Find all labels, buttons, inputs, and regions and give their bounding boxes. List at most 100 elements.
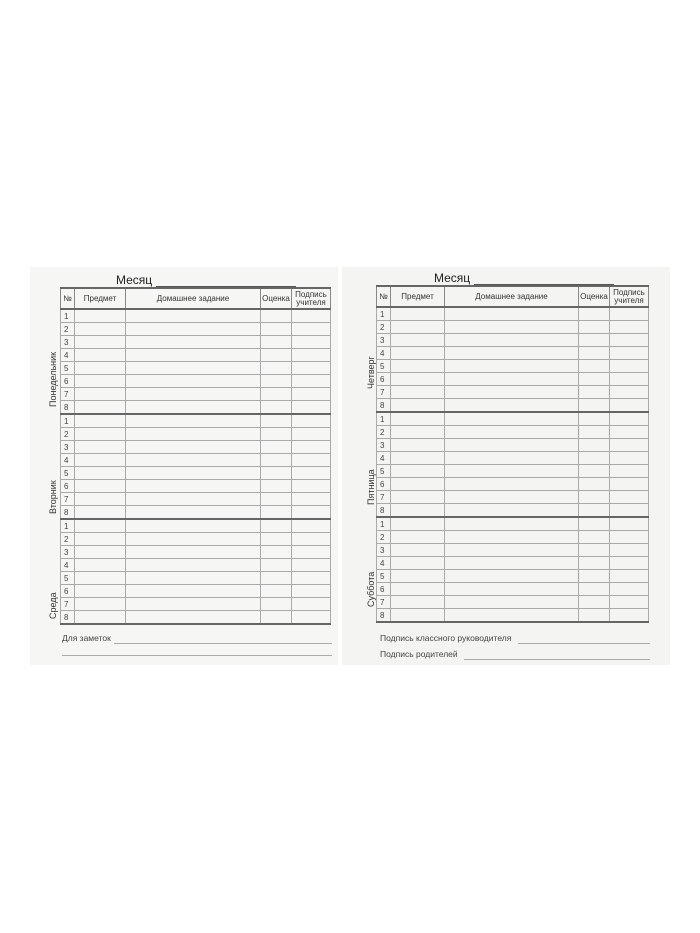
grade-cell[interactable] bbox=[260, 610, 292, 625]
grade-cell[interactable] bbox=[578, 516, 610, 531]
subject-cell[interactable] bbox=[74, 597, 126, 611]
signature-cell[interactable] bbox=[291, 479, 331, 493]
signature-cell[interactable] bbox=[291, 374, 331, 388]
homework-cell[interactable] bbox=[444, 385, 579, 399]
month-line[interactable] bbox=[156, 286, 297, 287]
homework-cell[interactable] bbox=[444, 490, 579, 504]
subject-cell[interactable] bbox=[390, 346, 445, 360]
subject-cell[interactable] bbox=[74, 413, 126, 428]
subject-cell[interactable] bbox=[390, 503, 445, 518]
grade-cell[interactable] bbox=[578, 359, 610, 373]
grade-cell[interactable] bbox=[578, 556, 610, 570]
signature-cell[interactable] bbox=[609, 582, 649, 596]
subject-cell[interactable] bbox=[74, 518, 126, 533]
signature-cell[interactable] bbox=[291, 466, 331, 480]
homework-cell[interactable] bbox=[444, 608, 579, 623]
signature-cell[interactable] bbox=[291, 518, 331, 533]
signature-cell[interactable] bbox=[291, 361, 331, 375]
subject-cell[interactable] bbox=[390, 359, 445, 373]
subject-cell[interactable] bbox=[390, 608, 445, 623]
signature-cell[interactable] bbox=[291, 387, 331, 401]
homework-cell[interactable] bbox=[125, 505, 261, 520]
signature-cell[interactable] bbox=[291, 440, 331, 454]
homework-cell[interactable] bbox=[125, 479, 261, 493]
subject-cell[interactable] bbox=[390, 582, 445, 596]
signature-cell[interactable] bbox=[609, 490, 649, 504]
homework-cell[interactable] bbox=[125, 413, 261, 428]
subject-cell[interactable] bbox=[390, 438, 445, 452]
subject-cell[interactable] bbox=[74, 427, 126, 441]
homework-cell[interactable] bbox=[444, 411, 579, 426]
grade-cell[interactable] bbox=[578, 582, 610, 596]
homework-cell[interactable] bbox=[125, 322, 261, 336]
grade-cell[interactable] bbox=[260, 545, 292, 559]
grade-cell[interactable] bbox=[578, 569, 610, 583]
subject-cell[interactable] bbox=[74, 610, 126, 625]
grade-cell[interactable] bbox=[260, 440, 292, 454]
signature-cell[interactable] bbox=[609, 464, 649, 478]
subject-cell[interactable] bbox=[74, 322, 126, 336]
subject-cell[interactable] bbox=[390, 451, 445, 465]
grade-cell[interactable] bbox=[578, 477, 610, 491]
signature-cell[interactable] bbox=[291, 400, 331, 415]
homework-cell[interactable] bbox=[444, 359, 579, 373]
grade-cell[interactable] bbox=[578, 503, 610, 518]
homework-cell[interactable] bbox=[444, 503, 579, 518]
homework-cell[interactable] bbox=[125, 440, 261, 454]
grade-cell[interactable] bbox=[260, 322, 292, 336]
signature-cell[interactable] bbox=[609, 385, 649, 399]
signature-cell[interactable] bbox=[609, 359, 649, 373]
signature-cell[interactable] bbox=[609, 595, 649, 609]
subject-cell[interactable] bbox=[390, 320, 445, 334]
signature-cell[interactable] bbox=[291, 348, 331, 362]
subject-cell[interactable] bbox=[390, 530, 445, 544]
homework-cell[interactable] bbox=[125, 374, 261, 388]
homework-cell[interactable] bbox=[125, 558, 261, 572]
grade-cell[interactable] bbox=[260, 492, 292, 506]
month-line[interactable] bbox=[474, 284, 615, 285]
grade-cell[interactable] bbox=[578, 346, 610, 360]
subject-cell[interactable] bbox=[390, 516, 445, 531]
subject-cell[interactable] bbox=[74, 532, 126, 546]
homework-cell[interactable] bbox=[125, 545, 261, 559]
homework-cell[interactable] bbox=[444, 556, 579, 570]
homework-cell[interactable] bbox=[125, 518, 261, 533]
grade-cell[interactable] bbox=[578, 425, 610, 439]
grade-cell[interactable] bbox=[260, 308, 292, 323]
homework-cell[interactable] bbox=[125, 387, 261, 401]
grade-cell[interactable] bbox=[260, 374, 292, 388]
homework-cell[interactable] bbox=[444, 451, 579, 465]
homework-cell[interactable] bbox=[125, 597, 261, 611]
signature-cell[interactable] bbox=[291, 532, 331, 546]
signature-cell[interactable] bbox=[291, 505, 331, 520]
homework-cell[interactable] bbox=[444, 516, 579, 531]
signature-cell[interactable] bbox=[609, 411, 649, 426]
signature-cell[interactable] bbox=[609, 503, 649, 518]
homework-cell[interactable] bbox=[444, 346, 579, 360]
subject-cell[interactable] bbox=[74, 505, 126, 520]
signature-cell[interactable] bbox=[609, 425, 649, 439]
homework-cell[interactable] bbox=[444, 398, 579, 413]
grade-cell[interactable] bbox=[260, 466, 292, 480]
signature-cell[interactable] bbox=[609, 451, 649, 465]
subject-cell[interactable] bbox=[74, 479, 126, 493]
homework-cell[interactable] bbox=[125, 400, 261, 415]
homework-cell[interactable] bbox=[125, 466, 261, 480]
notes-line[interactable] bbox=[114, 643, 332, 644]
grade-cell[interactable] bbox=[578, 530, 610, 544]
signature-cell[interactable] bbox=[291, 597, 331, 611]
subject-cell[interactable] bbox=[74, 348, 126, 362]
signature-cell[interactable] bbox=[291, 427, 331, 441]
signature-cell[interactable] bbox=[291, 584, 331, 598]
grade-cell[interactable] bbox=[260, 532, 292, 546]
grade-cell[interactable] bbox=[260, 505, 292, 520]
homework-cell[interactable] bbox=[125, 571, 261, 585]
grade-cell[interactable] bbox=[578, 320, 610, 334]
grade-cell[interactable] bbox=[260, 427, 292, 441]
subject-cell[interactable] bbox=[390, 490, 445, 504]
subject-cell[interactable] bbox=[390, 333, 445, 347]
subject-cell[interactable] bbox=[74, 440, 126, 454]
grade-cell[interactable] bbox=[578, 398, 610, 413]
subject-cell[interactable] bbox=[74, 453, 126, 467]
subject-cell[interactable] bbox=[390, 306, 445, 321]
